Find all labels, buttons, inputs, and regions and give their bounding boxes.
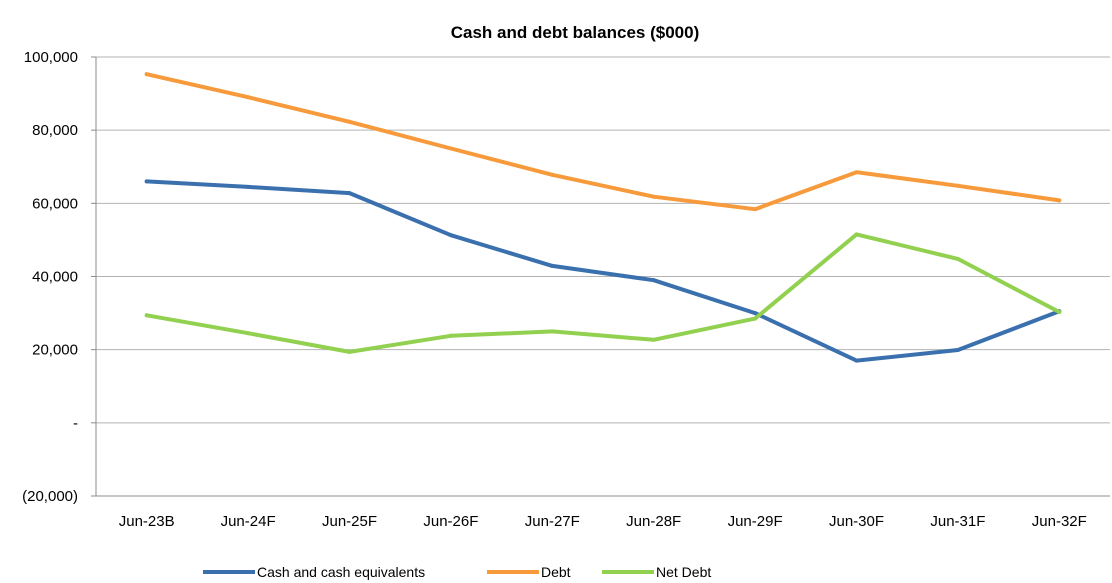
data-point <box>854 170 859 175</box>
x-tick-label: Jun-26F <box>423 513 478 530</box>
gridlines <box>91 56 1110 497</box>
data-point <box>550 263 555 268</box>
legend-label: Debt <box>541 564 571 580</box>
data-point <box>347 349 352 354</box>
data-point <box>246 184 251 189</box>
data-point <box>955 348 960 353</box>
series-line-1 <box>144 179 1062 363</box>
data-point <box>753 311 758 316</box>
data-point <box>347 191 352 196</box>
y-axis-tick-labels: 100,000 80,000 60,000 40,000 20,000 - (20,000) <box>22 49 78 505</box>
x-tick-label: Jun-29F <box>728 513 783 530</box>
data-point <box>246 95 251 100</box>
series-line-3 <box>144 232 1062 354</box>
data-point <box>550 172 555 177</box>
data-point <box>1057 309 1062 314</box>
x-tick-label: Jun-25F <box>322 513 377 530</box>
data-point <box>651 278 656 283</box>
data-point <box>753 316 758 321</box>
data-point <box>246 331 251 336</box>
data-point <box>854 232 859 237</box>
data-point <box>448 146 453 151</box>
data-point <box>144 179 149 184</box>
data-point <box>753 207 758 212</box>
x-tick-label: Jun-31F <box>930 513 985 530</box>
y-tick-label: 80,000 <box>32 122 78 139</box>
data-point <box>347 119 352 124</box>
series-line-2 <box>144 72 1062 212</box>
legend-label: Cash and cash equivalents <box>257 564 425 580</box>
data-point <box>550 329 555 334</box>
x-axis-tick-labels: Jun-23B Jun-24F Jun-25F Jun-26F Jun-27F Jun-2… <box>119 513 1087 530</box>
data-point <box>955 256 960 261</box>
x-tick-label: Jun-32F <box>1032 513 1087 530</box>
y-tick-label: 20,000 <box>32 342 78 359</box>
y-tick-label: 60,000 <box>32 195 78 212</box>
y-tick-label: (20,000) <box>22 488 78 505</box>
x-tick-label: Jun-24F <box>221 513 276 530</box>
x-tick-label: Jun-28F <box>626 513 681 530</box>
data-point <box>651 194 656 199</box>
data-point <box>854 358 859 363</box>
data-point <box>144 72 149 77</box>
y-tick-label: - <box>73 415 78 432</box>
data-point <box>144 313 149 318</box>
x-tick-label: Jun-27F <box>525 513 580 530</box>
data-point <box>651 337 656 342</box>
y-tick-label: 40,000 <box>32 269 78 286</box>
x-tick-label: Jun-23B <box>119 513 175 530</box>
data-point <box>448 333 453 338</box>
legend-label: Net Debt <box>656 564 711 580</box>
data-point <box>448 233 453 238</box>
series-lines <box>144 72 1062 363</box>
x-tick-label: Jun-30F <box>829 513 884 530</box>
chart-title: Cash and debt balances ($000) <box>451 23 699 42</box>
data-point <box>1057 198 1062 203</box>
legend: Cash and cash equivalents Debt Net Debt <box>203 564 711 580</box>
y-tick-label: 100,000 <box>24 49 78 66</box>
data-point <box>955 183 960 188</box>
